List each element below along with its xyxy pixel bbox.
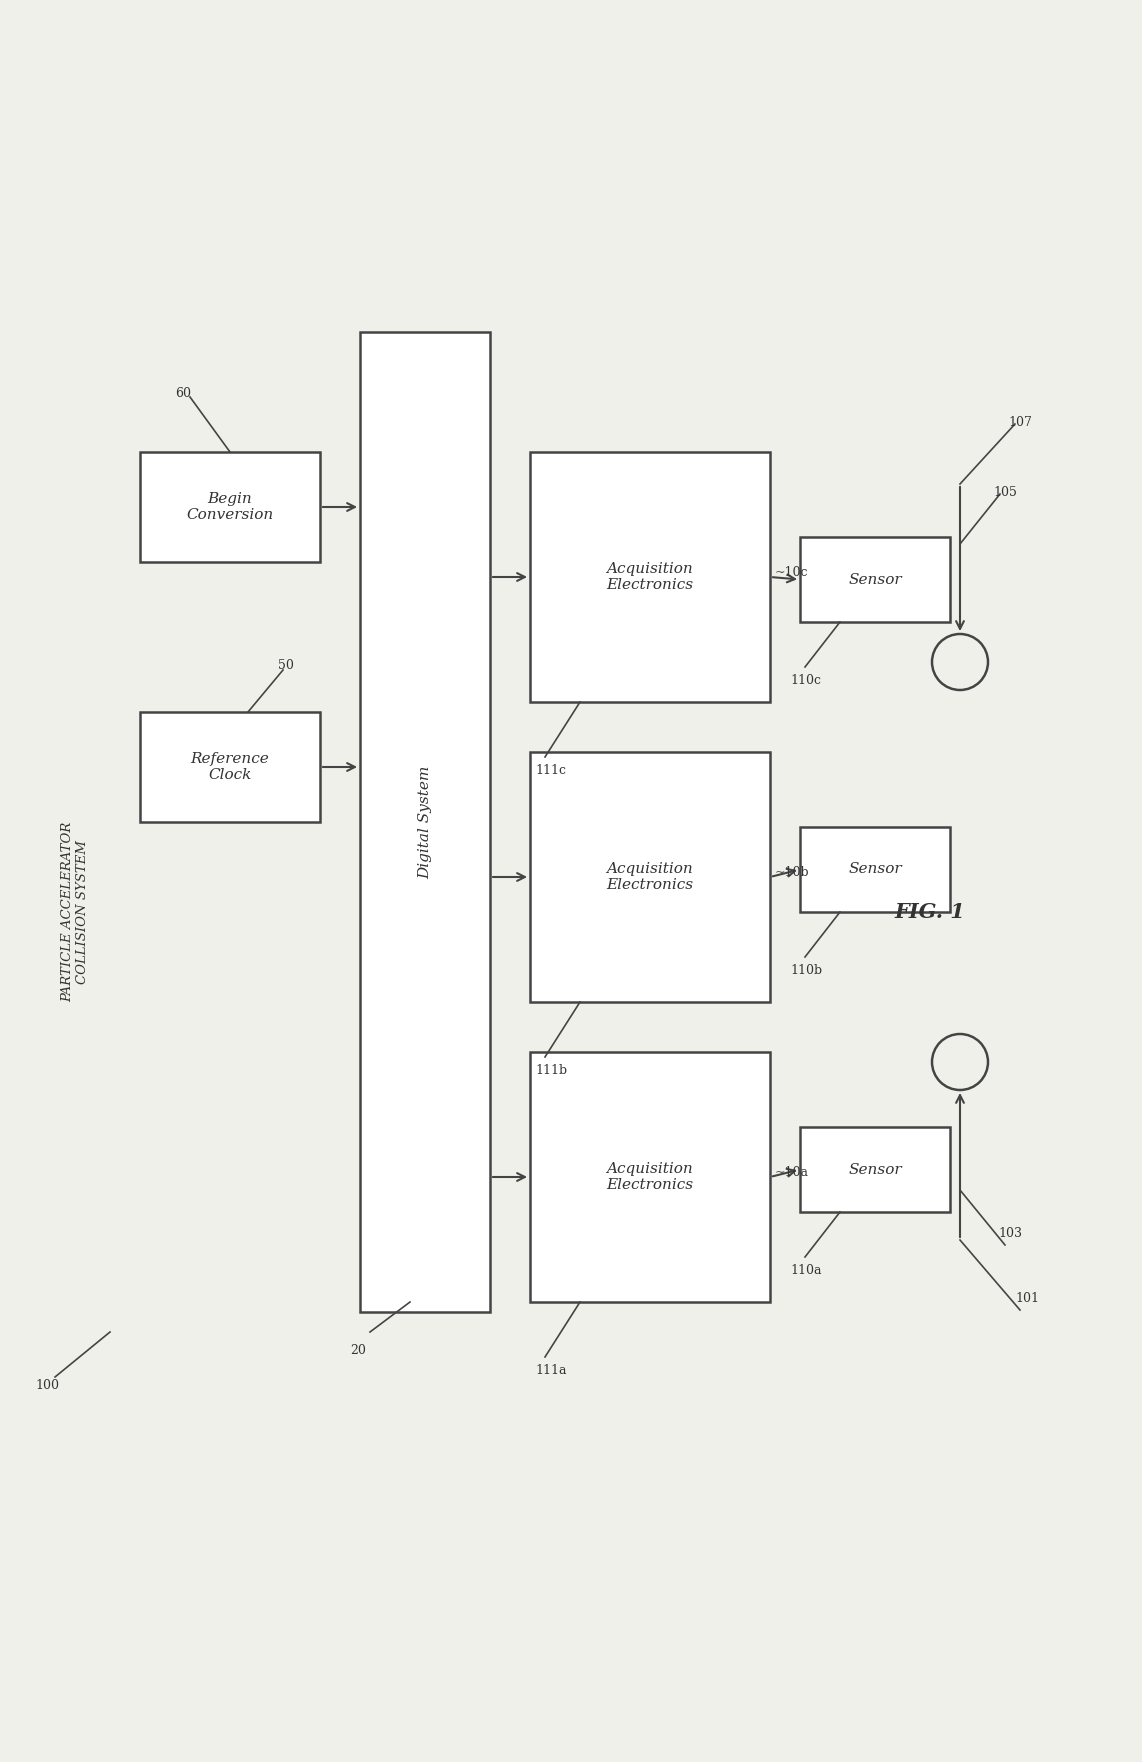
Text: ~10a: ~10a bbox=[775, 1166, 809, 1179]
Text: Begin
Conversion: Begin Conversion bbox=[186, 492, 274, 522]
Bar bbox=[801, 826, 950, 913]
Text: 100: 100 bbox=[35, 1380, 59, 1392]
Text: Digital System: Digital System bbox=[418, 765, 432, 879]
Bar bbox=[801, 537, 950, 622]
Text: 111b: 111b bbox=[534, 1064, 568, 1077]
Text: FIG. 1: FIG. 1 bbox=[894, 902, 965, 922]
Bar bbox=[360, 331, 490, 1313]
Text: 20: 20 bbox=[349, 1344, 365, 1357]
Text: 111a: 111a bbox=[534, 1364, 566, 1376]
Bar bbox=[801, 1128, 950, 1212]
Text: 60: 60 bbox=[175, 388, 191, 400]
Text: 111c: 111c bbox=[534, 765, 566, 777]
Text: Reference
Clock: Reference Clock bbox=[191, 752, 270, 782]
Text: ~10c: ~10c bbox=[775, 566, 809, 580]
Text: Sensor: Sensor bbox=[849, 573, 902, 587]
Text: Sensor: Sensor bbox=[849, 1163, 902, 1177]
Text: Acquisition
Electronics: Acquisition Electronics bbox=[606, 1161, 693, 1193]
Text: 107: 107 bbox=[1008, 416, 1032, 428]
Text: Acquisition
Electronics: Acquisition Electronics bbox=[606, 862, 693, 892]
Bar bbox=[530, 752, 770, 1003]
Text: 110a: 110a bbox=[790, 1263, 821, 1277]
Bar bbox=[530, 1052, 770, 1302]
Text: 101: 101 bbox=[1015, 1292, 1039, 1306]
Text: Acquisition
Electronics: Acquisition Electronics bbox=[606, 562, 693, 592]
Text: 110c: 110c bbox=[790, 675, 821, 687]
Text: 103: 103 bbox=[998, 1226, 1022, 1240]
Text: ~10b: ~10b bbox=[775, 865, 810, 879]
Bar bbox=[140, 712, 320, 823]
Text: 110b: 110b bbox=[790, 964, 822, 976]
Text: 105: 105 bbox=[994, 486, 1016, 499]
Text: PARTICLE ACCELERATOR
COLLISION SYSTEM: PARTICLE ACCELERATOR COLLISION SYSTEM bbox=[61, 821, 89, 1003]
Bar bbox=[140, 453, 320, 562]
Bar bbox=[530, 453, 770, 701]
Text: 50: 50 bbox=[278, 659, 293, 671]
Text: Sensor: Sensor bbox=[849, 863, 902, 876]
